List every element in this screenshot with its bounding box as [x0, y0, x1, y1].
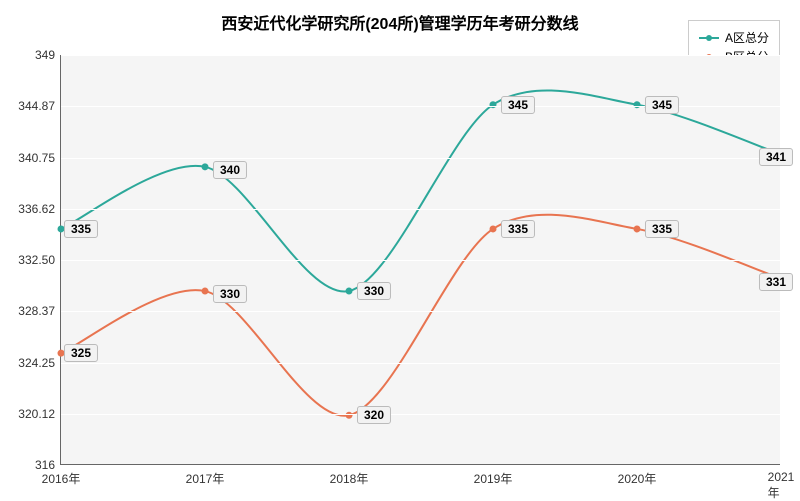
gridline: [61, 363, 780, 364]
data-label: 345: [501, 96, 535, 114]
x-axis-label: 2018年: [330, 464, 369, 487]
y-axis-label: 332.50: [1, 253, 61, 267]
data-label: 341: [759, 148, 793, 166]
plot-area: 316320.12324.25328.37332.50336.62340.753…: [60, 55, 780, 465]
series-marker: [202, 288, 209, 295]
legend-swatch: [699, 37, 719, 39]
data-label: 340: [213, 161, 247, 179]
data-label: 320: [357, 406, 391, 424]
data-label: 345: [645, 96, 679, 114]
y-axis-label: 349: [1, 48, 61, 62]
y-axis-label: 320.12: [1, 407, 61, 421]
series-marker: [634, 225, 641, 232]
series-line: [61, 90, 781, 291]
series-line: [61, 215, 781, 416]
gridline: [61, 260, 780, 261]
chart-container: 西安近代化学研究所(204所)管理学历年考研分数线 A区总分B区总分 31632…: [0, 0, 800, 500]
series-marker: [490, 225, 497, 232]
chart-title: 西安近代化学研究所(204所)管理学历年考研分数线: [0, 10, 800, 34]
data-label: 335: [645, 220, 679, 238]
data-label: 335: [64, 220, 98, 238]
data-label: 330: [357, 282, 391, 300]
y-axis-label: 336.62: [1, 202, 61, 216]
x-axis-label: 2016年: [42, 464, 81, 487]
x-axis-label: 2017年: [186, 464, 225, 487]
x-axis-label: 2019年: [474, 464, 513, 487]
gridline: [61, 414, 780, 415]
y-axis-label: 340.75: [1, 151, 61, 165]
gridline: [61, 465, 780, 466]
y-axis-label: 328.37: [1, 304, 61, 318]
gridline: [61, 158, 780, 159]
y-axis-label: 324.25: [1, 356, 61, 370]
x-axis-label: 2020年: [618, 464, 657, 487]
data-label: 325: [64, 344, 98, 362]
x-axis-label: 2021年: [768, 464, 795, 501]
data-label: 335: [501, 220, 535, 238]
legend-item: A区总分: [699, 29, 769, 46]
legend-label: A区总分: [725, 29, 769, 46]
gridline: [61, 311, 780, 312]
data-label: 331: [759, 273, 793, 291]
data-label: 330: [213, 285, 247, 303]
y-axis-label: 344.87: [1, 99, 61, 113]
series-marker: [202, 163, 209, 170]
gridline: [61, 55, 780, 56]
gridline: [61, 209, 780, 210]
series-marker: [346, 288, 353, 295]
